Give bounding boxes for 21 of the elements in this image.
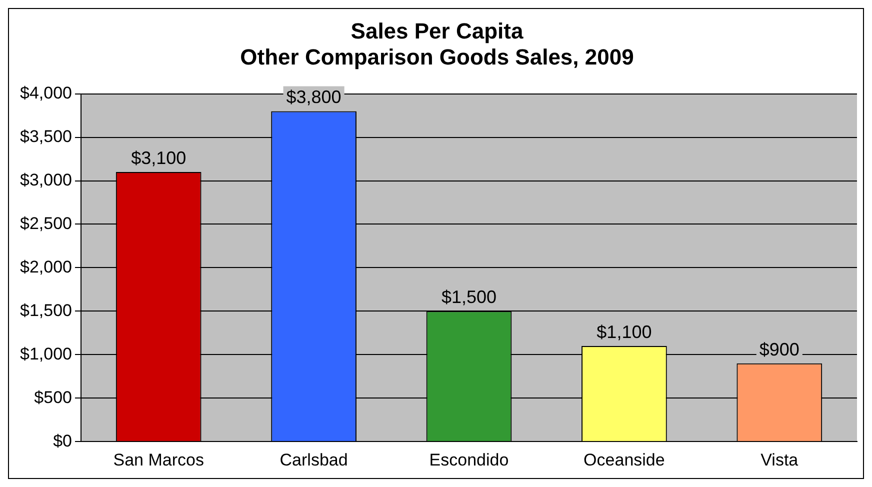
data-label: $3,800 (286, 87, 342, 108)
data-label: $1,500 (441, 287, 497, 308)
x-tick-label: Oceanside (584, 450, 665, 470)
data-label: $1,100 (596, 322, 652, 342)
y-tick-label: $1,500 (20, 300, 72, 320)
y-tick-label: $2,000 (20, 257, 72, 276)
y-tick-label: $3,000 (20, 170, 72, 190)
y-tick-label: $1,000 (20, 344, 72, 364)
y-tick-label: $0 (53, 431, 72, 450)
y-tick-label: $4,000 (20, 83, 72, 102)
y-tick-label: $500 (34, 388, 72, 407)
x-tick-label: Vista (760, 450, 799, 470)
x-tick-label: San Marcos (113, 450, 204, 470)
data-label: $3,100 (131, 148, 186, 168)
y-tick-label: $3,500 (20, 126, 72, 146)
x-tick-label: Escondido (429, 450, 509, 470)
y-tick-label: $2,500 (20, 214, 72, 233)
chart-subtitle: Other Comparison Goods Sales, 2009 (240, 44, 634, 70)
data-label: $900 (759, 339, 800, 360)
x-tick-label: Carlsbad (280, 450, 348, 470)
chart-title: Sales Per Capita (350, 18, 524, 44)
